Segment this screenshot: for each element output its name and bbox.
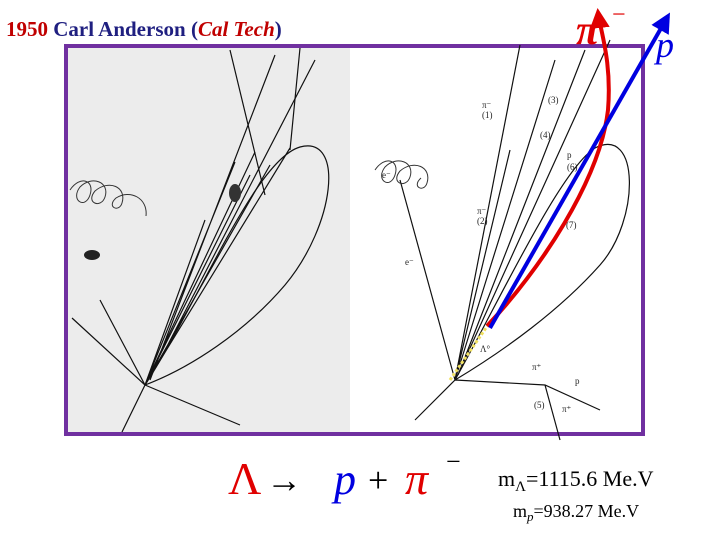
sketch-tracks <box>374 39 630 441</box>
sketch-label: e⁻ <box>405 257 414 267</box>
title-name: Carl Anderson <box>53 17 186 41</box>
proton-label: p <box>653 25 674 65</box>
slide-title: 1950 Carl Anderson (Cal Tech) <box>6 17 282 41</box>
lambda-track <box>448 324 490 381</box>
eq-proton: p <box>331 455 356 504</box>
eq-arrow: → <box>266 460 302 500</box>
sketch-label: π⁺ <box>532 362 542 372</box>
mass-value: =1115.6 Me.V <box>526 466 654 491</box>
pion-charge: − <box>612 2 626 28</box>
bubble-photo <box>68 48 350 432</box>
mass-symbol: m <box>498 466 515 491</box>
mass-value: =938.27 Me.V <box>534 501 640 521</box>
eq-lambda: Λ <box>228 453 261 504</box>
pion-label: π <box>576 8 600 54</box>
sketch-label: p <box>575 376 580 386</box>
sketch-label: (5) <box>534 400 545 410</box>
mass-subscript: Λ <box>515 479 526 495</box>
sketch-label: e⁻ <box>382 170 391 180</box>
sketch-label: π⁺ <box>562 404 572 414</box>
sketch-label: (1) <box>482 110 493 120</box>
eq-charge: − <box>446 447 461 476</box>
title-institution: Cal Tech <box>198 17 275 41</box>
mass-symbol: m <box>513 501 527 521</box>
eq-plus: + <box>368 460 388 500</box>
photo-tracks <box>69 47 330 433</box>
mass-proton: mp=938.27 Me.V <box>513 501 639 524</box>
title-year: 1950 <box>6 17 48 41</box>
sketch-label: Λ° <box>480 344 491 354</box>
sketch-label: (4) <box>540 130 551 140</box>
sketch-label: (3) <box>548 95 559 105</box>
sketch-label: π⁻ <box>477 206 487 216</box>
sketch-label: p <box>567 150 572 160</box>
sketch-label: (2) <box>477 216 488 226</box>
mass-lambda: mΛ=1115.6 Me.V <box>498 466 654 495</box>
sketch-label: (7) <box>566 220 577 230</box>
title-paren: ) <box>275 17 282 41</box>
proton-track <box>488 12 670 329</box>
mass-subscript: p <box>526 509 534 524</box>
sketch-label: (6) <box>567 162 578 172</box>
eq-pion: π <box>405 453 430 504</box>
title-paren: ( <box>191 17 198 41</box>
sketch-label: π⁻ <box>482 100 492 110</box>
